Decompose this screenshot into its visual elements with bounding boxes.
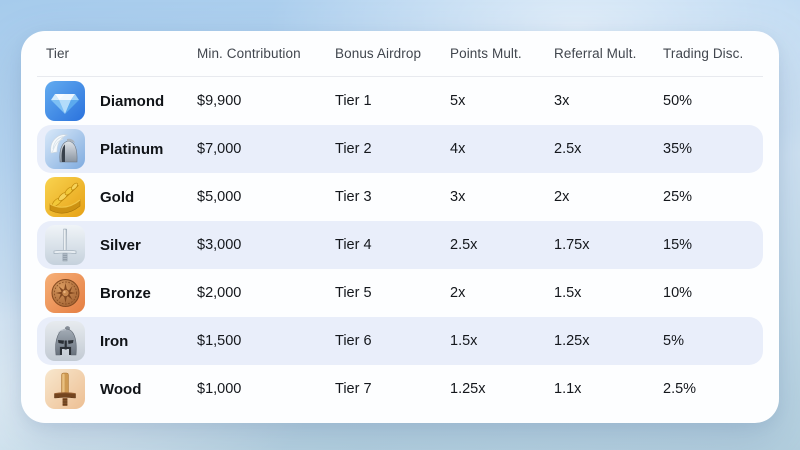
diamond-icon — [45, 81, 85, 121]
column-header-referral-mult: Referral Mult. — [554, 46, 637, 61]
table-body: Diamond $9,900 Tier 1 5x 3x 50% Platinum… — [37, 77, 763, 413]
table-header-row: Tier Min. Contribution Bonus Airdrop Poi… — [37, 31, 763, 77]
trading-disc-value: 10% — [663, 285, 693, 301]
min-contribution-value: $7,000 — [197, 141, 242, 157]
table-row: Diamond $9,900 Tier 1 5x 3x 50% — [37, 77, 763, 125]
tier-cell: Silver — [45, 225, 197, 265]
table-row: Platinum $7,000 Tier 2 4x 2.5x 35% — [37, 125, 763, 173]
tier-name: Diamond — [100, 92, 165, 110]
silver-icon — [45, 225, 85, 265]
min-contribution-value: $1,000 — [197, 381, 242, 397]
referral-mult-value: 2.5x — [554, 141, 582, 157]
trading-disc-value: 2.5% — [663, 381, 697, 397]
min-contribution-value: $5,000 — [197, 189, 242, 205]
bonus-airdrop-value: Tier 1 — [335, 93, 372, 109]
tier-cell: Iron — [45, 321, 197, 361]
column-header-tier: Tier — [46, 46, 70, 61]
trading-disc-value: 5% — [663, 333, 684, 349]
column-header-bonus-airdrop: Bonus Airdrop — [335, 46, 422, 61]
tier-cell: Platinum — [45, 129, 197, 169]
min-contribution-value: $9,900 — [197, 93, 242, 109]
tier-name: Gold — [100, 188, 135, 206]
trading-disc-value: 25% — [663, 189, 693, 205]
bonus-airdrop-value: Tier 4 — [335, 237, 372, 253]
min-contribution-value: $3,000 — [197, 237, 242, 253]
referral-mult-value: 1.1x — [554, 381, 582, 397]
tier-cell: Wood — [45, 369, 197, 409]
column-header-points-mult: Points Mult. — [450, 46, 522, 61]
tier-name: Iron — [100, 332, 129, 350]
points-mult-value: 2x — [450, 285, 466, 301]
table-row: Wood $1,000 Tier 7 1.25x 1.1x 2.5% — [37, 365, 763, 413]
table-row: Silver $3,000 Tier 4 2.5x 1.75x 15% — [37, 221, 763, 269]
bonus-airdrop-value: Tier 2 — [335, 141, 372, 157]
referral-mult-value: 3x — [554, 93, 570, 109]
referral-mult-value: 2x — [554, 189, 570, 205]
tier-cell: Diamond — [45, 81, 197, 121]
tier-name: Platinum — [100, 140, 164, 158]
min-contribution-value: $2,000 — [197, 285, 242, 301]
referral-mult-value: 1.75x — [554, 237, 590, 253]
trading-disc-value: 15% — [663, 237, 693, 253]
referral-mult-value: 1.25x — [554, 333, 590, 349]
bonus-airdrop-value: Tier 7 — [335, 381, 372, 397]
tier-name: Wood — [100, 380, 142, 398]
trading-disc-value: 50% — [663, 93, 693, 109]
tier-name: Bronze — [100, 284, 151, 302]
points-mult-value: 1.25x — [450, 381, 486, 397]
table-row: Gold $5,000 Tier 3 3x 2x 25% — [37, 173, 763, 221]
min-contribution-value: $1,500 — [197, 333, 242, 349]
wood-icon — [45, 369, 85, 409]
table-row: Bronze $2,000 Tier 5 2x 1.5x 10% — [37, 269, 763, 317]
bronze-icon — [45, 273, 85, 313]
column-header-trading-disc: Trading Disc. — [663, 46, 744, 61]
table-row: Iron $1,500 Tier 6 1.5x 1.25x 5% — [37, 317, 763, 365]
gold-icon — [45, 177, 85, 217]
bonus-airdrop-value: Tier 6 — [335, 333, 372, 349]
bonus-airdrop-value: Tier 5 — [335, 285, 372, 301]
tier-cell: Bronze — [45, 273, 197, 313]
points-mult-value: 5x — [450, 93, 466, 109]
points-mult-value: 3x — [450, 189, 466, 205]
points-mult-value: 4x — [450, 141, 466, 157]
tier-name: Silver — [100, 236, 141, 254]
tier-table-card: Tier Min. Contribution Bonus Airdrop Poi… — [21, 31, 779, 423]
iron-icon — [45, 321, 85, 361]
tier-cell: Gold — [45, 177, 197, 217]
trading-disc-value: 35% — [663, 141, 693, 157]
points-mult-value: 1.5x — [450, 333, 478, 349]
referral-mult-value: 1.5x — [554, 285, 582, 301]
platinum-icon — [45, 129, 85, 169]
column-header-min-contribution: Min. Contribution — [197, 46, 301, 61]
bonus-airdrop-value: Tier 3 — [335, 189, 372, 205]
points-mult-value: 2.5x — [450, 237, 478, 253]
